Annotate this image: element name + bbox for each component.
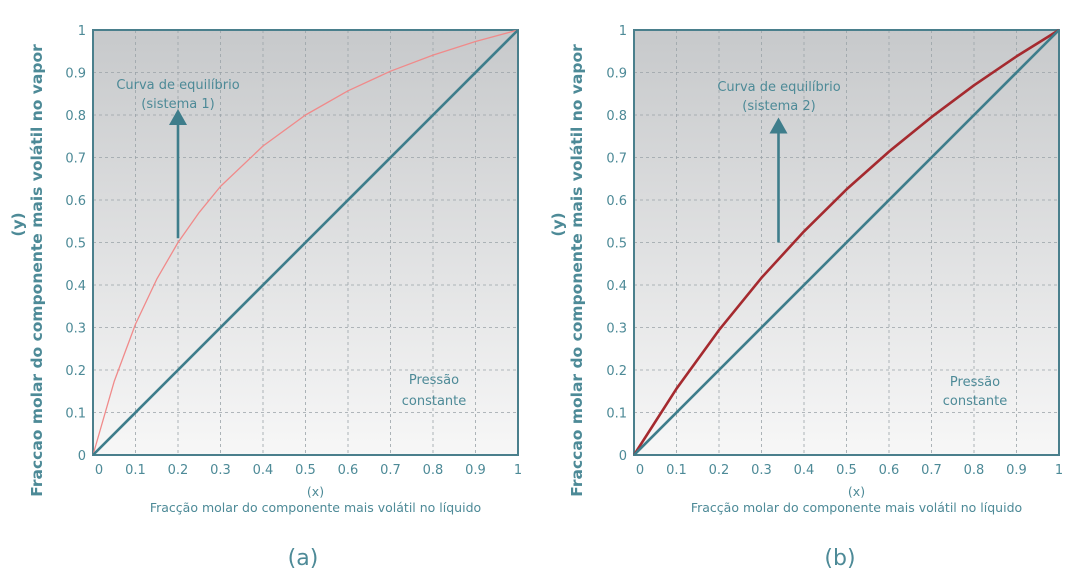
annotation-curve-title: Curva de equilíbrio <box>717 80 840 95</box>
y-tick-label: 0.9 <box>65 67 86 82</box>
y-axis-variable: (y) <box>9 212 27 236</box>
y-tick-label: 0.7 <box>606 152 627 167</box>
chart-panel-a: 0 0.1 0.2 0.3 0.4 0.5 0.6 0.7 0.8 0.9 1 0 0.1 0.2 0.3 0… <box>9 24 522 571</box>
y-tick-label: 0.2 <box>65 364 86 379</box>
x-tick-label: 0.5 <box>836 463 857 478</box>
y-tick-label: 0.3 <box>65 322 86 337</box>
annotation-constant: constante <box>402 394 467 409</box>
plot-frame <box>633 29 1060 456</box>
y-tick-label: 0.1 <box>65 407 86 422</box>
x-tick-label: 0.7 <box>380 463 401 478</box>
y-tick-label: 0.2 <box>606 364 627 379</box>
panel-label: (a) <box>288 546 319 571</box>
annotation-curve-title: Curva de equilíbrio <box>116 78 239 93</box>
annotation-pressure: Pressão <box>409 373 459 388</box>
y-tick-label: 0.3 <box>606 322 627 337</box>
x-tick-label: 0 <box>95 463 103 478</box>
y-tick-label: 0.5 <box>606 237 627 252</box>
x-tick-label: 0.3 <box>751 463 772 478</box>
x-tick-label: 0.8 <box>964 463 985 478</box>
y-tick-label: 0.8 <box>606 109 627 124</box>
y-axis-label: Fraccao molar do componente mais volátil… <box>28 44 46 497</box>
annotation-constant: constante <box>943 394 1008 409</box>
arrow-head-icon <box>769 117 788 134</box>
y-axis-variable: (y) <box>549 212 567 236</box>
annotation-system-label: (sistema 1) <box>141 97 214 112</box>
x-tick-label: 1 <box>514 463 522 478</box>
arrow-head-icon <box>169 109 187 125</box>
plot-frame <box>92 29 519 456</box>
y-tick-label: 0.1 <box>606 407 627 422</box>
x-axis-variable: (x) <box>848 484 865 499</box>
x-tick-label: 0.2 <box>168 463 189 478</box>
x-tick-label: 0.6 <box>338 463 359 478</box>
equilibrium-curve <box>632 28 1060 456</box>
equilibrium-curve <box>92 29 519 456</box>
x-tick-label: 0.3 <box>210 463 231 478</box>
x-tick-label: 0.9 <box>1006 463 1027 478</box>
y-tick-label: 0 <box>78 449 86 464</box>
y-axis-label: Fraccao molar do componente mais volátil… <box>568 44 586 497</box>
y-tick-label: 0.6 <box>606 194 627 209</box>
x-tick-label: 0.7 <box>921 463 942 478</box>
annotation-system-label: (sistema 2) <box>742 99 815 114</box>
x-tick-label: 0.5 <box>295 463 316 478</box>
diagonal-line <box>92 29 519 456</box>
diagonal-line <box>633 29 1060 456</box>
x-tick-label: 0.2 <box>709 463 730 478</box>
y-tick-label: 0.8 <box>65 109 86 124</box>
y-tick-label: 0.9 <box>606 67 627 82</box>
y-tick-label: 1 <box>619 24 627 39</box>
x-tick-label: 0.1 <box>125 463 146 478</box>
y-tick-label: 0 <box>619 449 627 464</box>
y-tick-label: 1 <box>78 24 86 39</box>
x-tick-label: 0.6 <box>879 463 900 478</box>
x-tick-label: 0.9 <box>465 463 486 478</box>
x-tick-label: 0 <box>636 463 644 478</box>
y-tick-label: 0.4 <box>606 279 627 294</box>
annotation-pressure: Pressão <box>950 375 1000 390</box>
x-axis-variable: (x) <box>307 484 324 499</box>
x-tick-label: 0.1 <box>666 463 687 478</box>
x-tick-label: 1 <box>1055 463 1063 478</box>
x-tick-label: 0.4 <box>253 463 274 478</box>
x-tick-label: 0.8 <box>423 463 444 478</box>
x-axis-label: Fracção molar do componente mais volátil… <box>691 500 1022 515</box>
y-tick-label: 0.7 <box>65 152 86 167</box>
panel-label: (b) <box>824 546 855 571</box>
y-tick-label: 0.5 <box>65 237 86 252</box>
y-tick-label: 0.4 <box>65 279 86 294</box>
chart-panel-b: 0 0.1 0.2 0.3 0.4 0.5 0.6 0.7 0.8 0.9 1 0 0.1 0.2 0.3 0… <box>549 24 1063 571</box>
x-tick-label: 0.4 <box>794 463 815 478</box>
y-tick-label: 0.6 <box>65 194 86 209</box>
x-axis-label: Fracção molar do componente mais volátil… <box>150 500 481 515</box>
